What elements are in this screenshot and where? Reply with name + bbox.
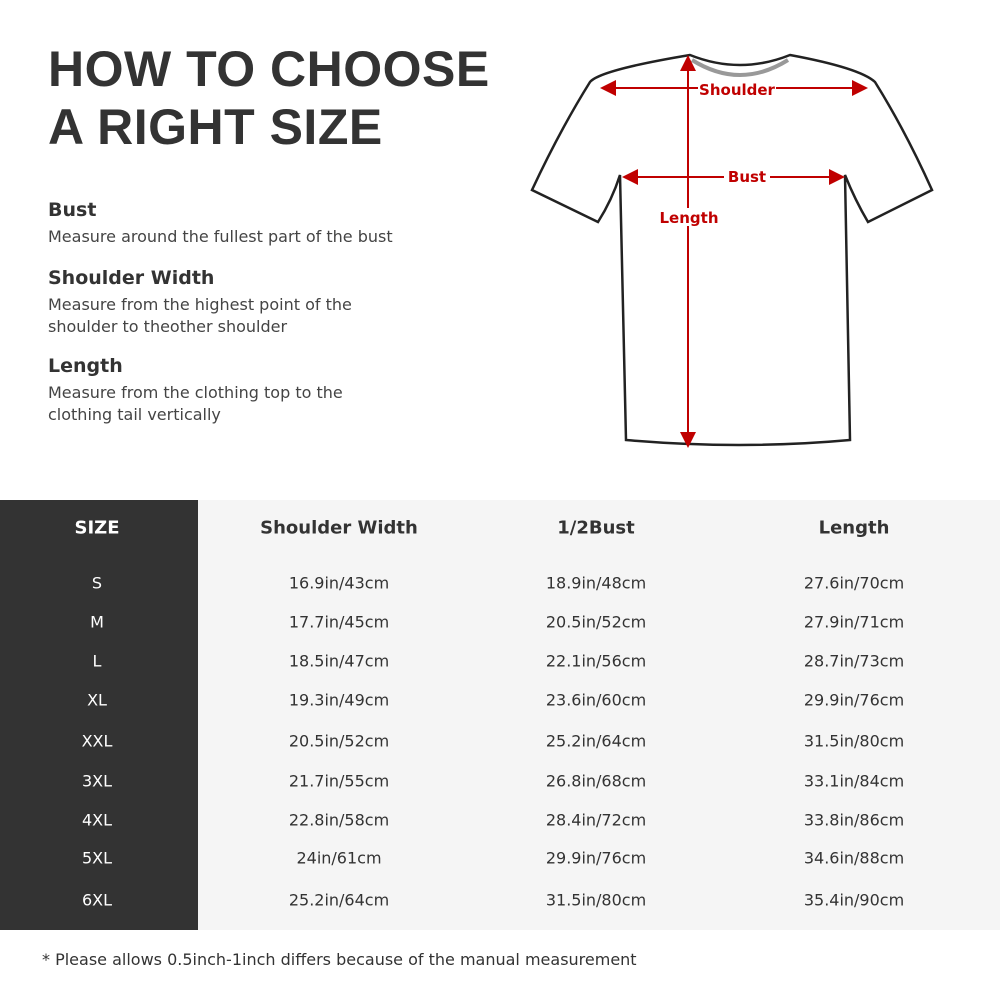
cell-length: 33.1in/84cm <box>803 771 905 791</box>
cell-shoulder-width: 17.7in/45cm <box>288 612 390 632</box>
title-line-1: HOW TO CHOOSE <box>48 41 490 97</box>
measurement-note: * Please allows 0.5inch-1inch differs be… <box>42 950 637 969</box>
cell-length: 28.7in/73cm <box>803 651 905 671</box>
shoulder-description: Shoulder Width Measure from the highest … <box>48 266 388 338</box>
bust-heading: Bust <box>48 199 97 221</box>
cell-half-bust: 29.9in/76cm <box>545 848 647 868</box>
cell-shoulder-width: 22.8in/58cm <box>288 810 390 830</box>
cell-shoulder-width: 21.7in/55cm <box>288 771 390 791</box>
cell-size: S <box>91 573 103 593</box>
bust-description: Bust Measure around the fullest part of … <box>48 198 468 248</box>
length-description: Length Measure from the clothing top to … <box>48 354 388 426</box>
bust-label: Bust <box>728 168 766 186</box>
tshirt-diagram: Shoulder Bust Length <box>530 53 934 448</box>
cell-shoulder-width: 19.3in/49cm <box>288 690 390 710</box>
page-title: HOW TO CHOOSE A RIGHT SIZE <box>48 40 490 156</box>
tshirt-outline <box>530 53 934 447</box>
cell-length: 35.4in/90cm <box>803 890 905 910</box>
cell-shoulder-width: 18.5in/47cm <box>288 651 390 671</box>
cell-length: 27.6in/70cm <box>803 573 905 593</box>
cell-size: XL <box>87 690 107 710</box>
size-table: SIZE Shoulder Width 1/2Bust Length S 16.9in/4… <box>0 500 1000 930</box>
length-text: Measure from the clothing top to the clo… <box>48 383 343 424</box>
size-column <box>0 500 198 930</box>
cell-half-bust: 23.6in/60cm <box>545 690 647 710</box>
cell-half-bust: 18.9in/48cm <box>545 573 647 593</box>
length-heading: Length <box>48 355 123 377</box>
shoulder-text: Measure from the highest point of the sh… <box>48 295 352 336</box>
cell-size: XXL <box>81 731 113 751</box>
cell-half-bust: 31.5in/80cm <box>545 890 647 910</box>
cell-length: 31.5in/80cm <box>803 731 905 751</box>
cell-size: M <box>90 612 104 632</box>
cell-half-bust: 26.8in/68cm <box>545 771 647 791</box>
cell-length: 34.6in/88cm <box>803 848 905 868</box>
header-shoulder-width: Shoulder Width <box>260 517 418 539</box>
cell-length: 33.8in/86cm <box>803 810 905 830</box>
header-size: SIZE <box>74 517 120 539</box>
cell-half-bust: 20.5in/52cm <box>545 612 647 632</box>
cell-half-bust: 28.4in/72cm <box>545 810 647 830</box>
cell-size: 3XL <box>81 771 113 791</box>
length-label: Length <box>660 209 719 227</box>
header-half-bust: 1/2Bust <box>557 517 635 539</box>
cell-shoulder-width: 20.5in/52cm <box>288 731 390 751</box>
header-length: Length <box>818 517 890 539</box>
cell-length: 27.9in/71cm <box>803 612 905 632</box>
cell-half-bust: 22.1in/56cm <box>545 651 647 671</box>
cell-shoulder-width: 16.9in/43cm <box>288 573 390 593</box>
bust-text: Measure around the fullest part of the b… <box>48 227 393 246</box>
cell-shoulder-width: 24in/61cm <box>296 848 382 868</box>
shoulder-label: Shoulder <box>699 81 776 99</box>
cell-size: 4XL <box>81 810 113 830</box>
collar <box>690 58 790 77</box>
cell-size: 6XL <box>81 890 113 910</box>
cell-size: 5XL <box>81 848 113 868</box>
shoulder-heading: Shoulder Width <box>48 267 215 289</box>
cell-length: 29.9in/76cm <box>803 690 905 710</box>
cell-shoulder-width: 25.2in/64cm <box>288 890 390 910</box>
cell-half-bust: 25.2in/64cm <box>545 731 647 751</box>
title-line-2: A RIGHT SIZE <box>48 99 383 155</box>
cell-size: L <box>92 651 102 671</box>
